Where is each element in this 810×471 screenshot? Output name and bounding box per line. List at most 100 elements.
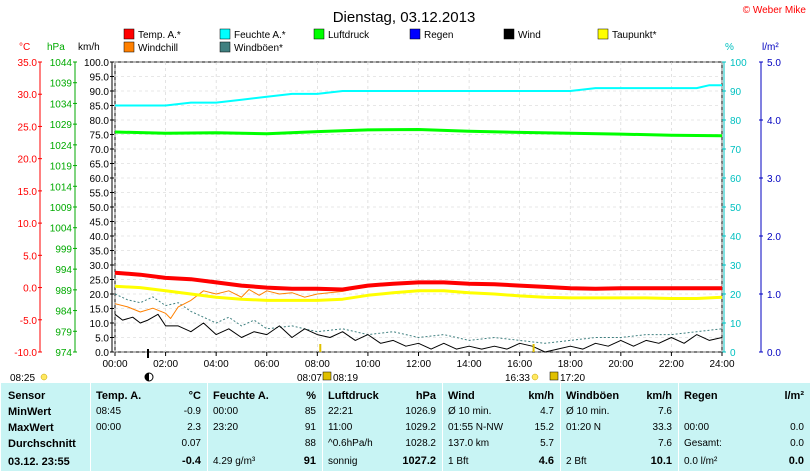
table-cell-label: 08:45 [96,406,122,417]
legend-swatch [123,28,135,40]
wind-axis-tick-label: 35.0 [90,247,110,258]
wind-axis-tick-label: 95.0 [90,73,110,84]
humidity-axis-tick-label: 50 [730,203,742,214]
table-cell-value: 85 [304,406,316,417]
column-unit: hPa [415,390,436,402]
x-tick-label: 14:00 [457,359,482,370]
pressure-axis-tick-label: 989 [55,286,72,297]
temp-axis-tick-label: -5.0 [20,316,38,327]
legend-swatch [219,41,231,53]
table-footer-label: 2 Bft [566,456,587,467]
table-column-divider [0,383,1,471]
rain-unit-label: l/m² [762,42,779,53]
table-cell-value: -0.9 [183,406,201,417]
axes: 35.0 30.0 25.0 20.0 15.0 10.0 5.0 0.0 -5.0 -10.0 1… [14,58,781,359]
wind-axis-tick-label: 90.0 [90,87,110,98]
legend-swatch [313,28,325,40]
column-unit: % [306,390,316,402]
table-cell-value: 2.3 [187,422,201,433]
rain-axis-tick-label: 2.0 [767,232,781,243]
table-footer-value: 91 [303,455,316,467]
row-label: MaxWert [8,422,54,434]
table-cell-value: 15.2 [534,422,554,433]
humidity-axis-tick-label: 20 [730,290,742,301]
pressure-axis-tick-label: 999 [55,244,72,255]
legend-label: Luftdruck [328,30,370,41]
humidity-axis-tick-label: 0 [730,348,736,359]
legend-swatch [219,28,231,40]
wind-axis-tick-label: 15.0 [90,305,110,316]
table-cell-value: 7.6 [658,406,672,417]
moonrise-time: 08:19 [333,373,358,383]
wind-axis-tick-label: 75.0 [90,131,110,142]
table-column-divider [442,383,443,471]
sunrise-time: 08:07 [297,373,322,383]
legend-swatch [409,28,421,40]
pressure-axis-tick-label: 1014 [50,182,73,193]
sunset-icon [549,371,559,381]
pressure-axis-tick-label: 994 [55,265,72,276]
column-unit: l/m² [784,390,804,402]
rain-axis-tick-label: 0.0 [767,348,781,359]
x-tick-label: 12:00 [406,359,431,370]
humidity-axis-tick-label: 90 [730,87,742,98]
wind-axis-tick-label: 10.0 [90,319,110,330]
temp-axis-tick-label: 30.0 [18,90,38,101]
series-wind [114,313,723,353]
column-header: Windböen [566,390,620,402]
wind-unit-label: km/h [78,42,100,53]
temp-axis-tick-label: 20.0 [18,155,38,166]
x-tick-label: 24:00 [709,359,734,370]
pressure-axis-tick-label: 984 [55,307,72,318]
table-column-divider [560,383,561,471]
table-column-divider [322,383,323,471]
table-cell-label: 01:20 N [566,422,602,433]
table-cell-label: 00:00 [684,422,710,433]
weather-chart: Dienstag, 03.12.2013 © Weber Mike Temp. … [10,5,807,383]
wind-axis-tick-label: 20.0 [90,290,110,301]
table-cell-label: 11:00 [328,422,353,433]
table-cell-label: 23:20 [213,422,239,433]
table-cell-value: 0.07 [181,438,201,449]
wind-axis-tick-label: 5.0 [95,334,109,345]
column-header: Regen [684,390,718,402]
statistics-table: Sensor MinWert MaxWert Durchschnitt 03.12. 2… [0,383,810,471]
temp-axis-tick-label: 10.0 [18,219,38,230]
pressure-unit-label: hPa [47,42,65,53]
table-cell-label: 22:21 [328,406,354,417]
humidity-axis-tick-label: 70 [730,145,742,156]
pressure-axis-tick-label: 1019 [50,162,73,173]
table-cell-value: 1028.2 [405,438,436,449]
humidity-axis-tick-label: 40 [730,232,742,243]
copyright-note: © Weber Mike [743,5,807,16]
moonset-time: 17:20 [560,373,585,383]
column-header: Temp. A. [96,390,142,402]
table-cell-value: 0.0 [790,438,804,449]
wind-axis-tick-label: 100.0 [84,58,109,69]
series-tempa [114,270,722,292]
pressure-axis-tick-label: 1009 [50,203,73,214]
table-cell-label: 00:00 [96,422,122,433]
table-footer-value: 0.0 [788,455,804,467]
table-cell-value: 33.3 [652,422,672,433]
pressure-axis-tick-label: 1024 [50,141,73,152]
x-tick-label: 02:00 [153,359,178,370]
x-axis: 00:00 02:00 04:00 06:00 08:00 10:00 12:00 14:00… [102,352,735,370]
table-cell-value: 7.6 [658,438,672,449]
row-label: MinWert [8,406,52,418]
wind-axis-tick-label: 45.0 [90,218,110,229]
temp-axis-tick-label: 5.0 [23,251,37,262]
table-cell-value: 88 [304,438,316,449]
table-column-divider [678,383,679,471]
legend-label: Taupunkt* [612,30,657,41]
astro-markers: 08:07 08:19 16:33 17:20 08:25 [10,344,585,383]
row-label: Durchschnitt [8,438,76,450]
legend-label: Temp. A.* [138,30,181,41]
wind-axis-tick-label: 80.0 [90,116,110,127]
table-footer-date: 03.12. 23:55 [8,456,70,468]
legend-swatch [503,28,515,40]
temp-axis-tick-label: 15.0 [18,187,38,198]
legend-label: Windchill [138,43,178,54]
table-footer-label: 4.29 g/m³ [213,456,256,467]
table-cell-value: 4.7 [540,406,554,417]
